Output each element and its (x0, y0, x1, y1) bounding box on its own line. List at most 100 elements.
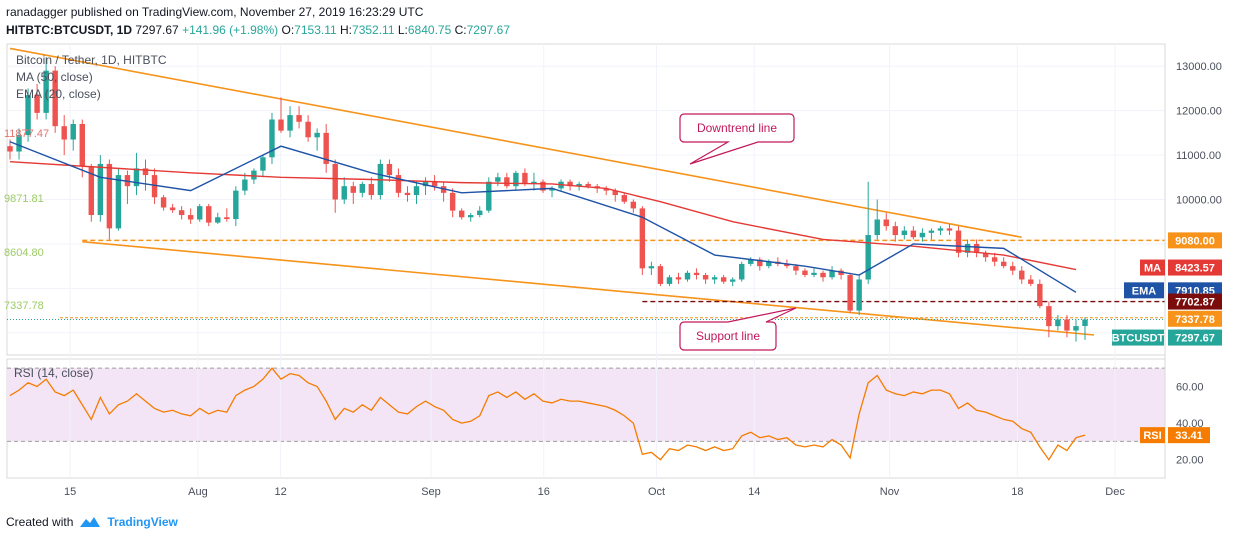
candle[interactable] (97, 155, 104, 222)
rsi-line[interactable] (9, 367, 1086, 461)
candle[interactable] (477, 206, 483, 218)
candle[interactable] (1010, 261, 1016, 276)
candle[interactable] (43, 57, 49, 120)
candle[interactable] (1064, 315, 1070, 338)
candle[interactable] (495, 172, 501, 187)
candle[interactable] (802, 268, 808, 278)
candle[interactable] (422, 177, 429, 196)
candle[interactable] (648, 261, 655, 276)
candle[interactable] (323, 123, 329, 173)
candle[interactable] (278, 97, 284, 133)
candle[interactable] (413, 181, 420, 204)
ema-20-line[interactable] (9, 141, 1077, 293)
candle[interactable] (314, 128, 320, 151)
candle[interactable] (287, 106, 293, 138)
candle[interactable] (16, 128, 22, 160)
candle[interactable] (305, 115, 311, 142)
candle[interactable] (142, 159, 149, 191)
candle[interactable] (386, 159, 393, 182)
candle[interactable] (296, 106, 302, 129)
candle[interactable] (1000, 257, 1007, 269)
candle[interactable] (449, 188, 456, 218)
candle[interactable] (919, 228, 926, 242)
candle[interactable] (25, 88, 31, 142)
candle[interactable] (332, 159, 338, 213)
candle[interactable] (350, 181, 356, 204)
candle[interactable] (748, 257, 754, 267)
candle[interactable] (242, 172, 248, 196)
candle[interactable] (61, 115, 67, 156)
candle[interactable] (1019, 266, 1025, 284)
candle[interactable] (874, 199, 880, 240)
candle[interactable] (79, 119, 85, 178)
candle[interactable] (910, 226, 917, 240)
candle[interactable] (711, 275, 718, 284)
trendline[interactable] (9, 47, 1022, 239)
candle[interactable] (684, 270, 691, 282)
candle[interactable] (260, 155, 266, 178)
candle[interactable] (928, 228, 935, 240)
candle[interactable] (865, 181, 871, 284)
candle[interactable] (395, 168, 402, 198)
candle[interactable] (973, 239, 980, 258)
candle[interactable] (964, 239, 971, 258)
candle[interactable] (847, 272, 853, 313)
candle[interactable] (946, 223, 953, 236)
candle[interactable] (458, 208, 465, 220)
candle[interactable] (187, 208, 194, 224)
candle[interactable] (955, 226, 962, 258)
candle[interactable] (540, 179, 546, 193)
candle[interactable] (630, 199, 637, 213)
candle[interactable] (793, 263, 799, 276)
candle[interactable] (206, 203, 212, 227)
candle[interactable] (106, 159, 113, 240)
candle[interactable] (359, 181, 366, 198)
candle[interactable] (856, 275, 862, 316)
candle[interactable] (468, 212, 474, 222)
candle[interactable] (811, 268, 817, 278)
candle[interactable] (70, 119, 76, 151)
candle[interactable] (215, 212, 221, 224)
candle[interactable] (729, 277, 736, 287)
candle[interactable] (766, 259, 772, 269)
candle[interactable] (34, 83, 40, 120)
candle[interactable] (151, 168, 158, 204)
candle[interactable] (829, 266, 835, 280)
candle[interactable] (341, 177, 347, 204)
candle[interactable] (739, 261, 745, 282)
candle[interactable] (431, 175, 438, 191)
candle[interactable] (504, 172, 510, 189)
candle[interactable] (838, 268, 844, 280)
candle[interactable] (178, 206, 185, 220)
candle[interactable] (702, 272, 709, 284)
ma-50-line[interactable] (9, 161, 1077, 271)
candle[interactable] (169, 203, 176, 213)
candle[interactable] (901, 226, 908, 240)
candle[interactable] (7, 139, 13, 160)
candle[interactable] (666, 275, 673, 287)
candle[interactable] (269, 112, 275, 164)
candle[interactable] (757, 257, 763, 271)
candle[interactable] (1055, 315, 1061, 331)
candle[interactable] (1037, 279, 1043, 309)
candle[interactable] (937, 226, 944, 236)
candle[interactable] (991, 252, 998, 267)
candle[interactable] (531, 172, 537, 191)
candle[interactable] (52, 66, 58, 133)
candle[interactable] (196, 203, 203, 222)
candle[interactable] (621, 192, 627, 204)
candle[interactable] (1082, 317, 1088, 340)
candle[interactable] (1073, 319, 1079, 342)
candle[interactable] (160, 195, 167, 211)
candle[interactable] (115, 168, 122, 231)
candle[interactable] (892, 221, 899, 242)
candle[interactable] (1028, 275, 1034, 287)
candle[interactable] (883, 212, 889, 231)
candle[interactable] (603, 186, 609, 196)
candle[interactable] (224, 208, 230, 222)
candle[interactable] (1046, 301, 1052, 338)
candle[interactable] (368, 177, 375, 200)
candle[interactable] (513, 170, 519, 191)
candle[interactable] (820, 270, 826, 282)
